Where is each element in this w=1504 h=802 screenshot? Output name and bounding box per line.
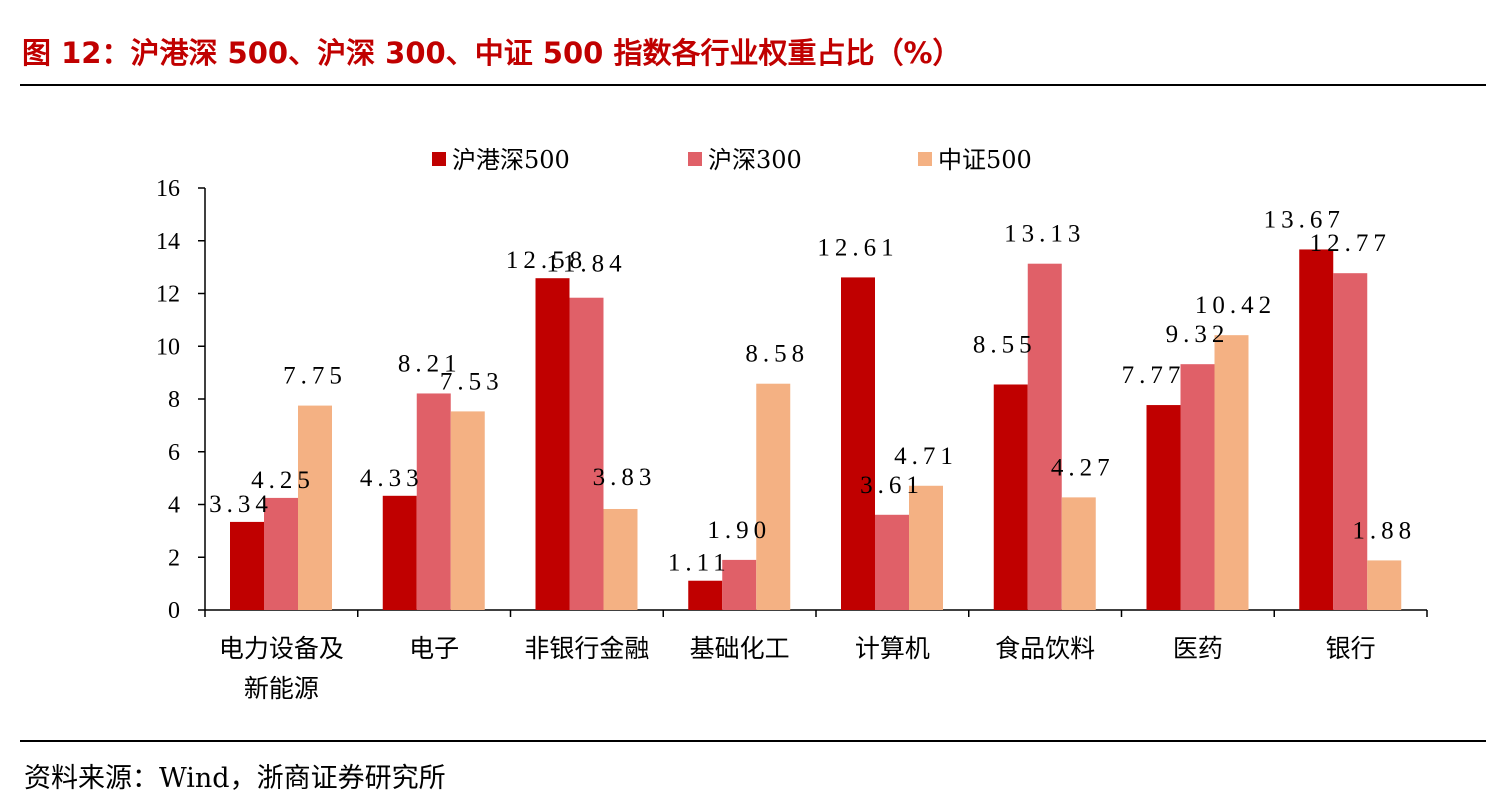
bar: [875, 514, 909, 610]
bar: [1367, 560, 1402, 610]
data-label: 4.25: [251, 467, 315, 494]
y-tick-label: 8: [168, 387, 180, 413]
chart-bars: [230, 249, 1402, 611]
category-label: 医药: [1173, 634, 1223, 663]
legend-swatch: [432, 152, 446, 166]
legend-label: 中证500: [938, 146, 1032, 174]
source-note: 资料来源：Wind，浙商证券研究所: [24, 763, 446, 794]
bar: [569, 297, 604, 610]
data-label: 3.61: [860, 472, 924, 499]
bar: [298, 405, 332, 610]
bar: [603, 508, 638, 610]
bar-chart: 沪港深500 沪深300 中证500 0 2 4 6 8 10 12 14 16 3.34 4.33 1…: [156, 146, 1428, 703]
data-label: 3.34: [209, 491, 273, 518]
data-label: 13.13: [1004, 221, 1085, 248]
category-label: 非银行金融: [524, 634, 649, 663]
y-tick-label: 2: [168, 545, 180, 571]
bar: [756, 383, 791, 610]
bar: [1333, 273, 1368, 610]
bar: [1027, 263, 1062, 610]
bar: [909, 485, 943, 610]
bar: [382, 495, 417, 610]
data-label: 8.21: [398, 350, 462, 377]
bar: [450, 411, 485, 610]
bar: [416, 393, 451, 610]
bar: [1061, 497, 1096, 610]
chart-legend: 沪港深500 沪深300 中证500: [432, 146, 1032, 174]
data-label: 4.33: [360, 465, 424, 492]
bar: [264, 497, 298, 610]
source-rule: [20, 740, 1486, 742]
y-tick-label: 16: [156, 176, 180, 202]
bar: [1214, 335, 1249, 610]
data-label: 7.53: [440, 368, 504, 395]
data-label: 11.84: [546, 251, 626, 278]
figure-title: 图 12：沪港深 500、沪深 300、中证 500 指数各行业权重占比（%）: [22, 36, 962, 70]
data-label: 7.75: [283, 363, 347, 390]
y-tick-label: 10: [156, 334, 180, 360]
data-label: 8.55: [973, 331, 1037, 358]
legend-label: 沪深300: [708, 146, 802, 174]
legend-swatch: [918, 152, 932, 166]
category-label: 电子: [409, 634, 459, 663]
category-label: 计算机: [855, 634, 930, 663]
bar: [722, 559, 757, 610]
chart-data-labels: 3.34 4.33 12.58 1.11 12.61 8.55 7.77 13.67 4.25 8…: [209, 206, 1416, 577]
category-label: 基础化工: [690, 634, 790, 663]
data-label: 1.88: [1352, 517, 1416, 544]
data-label: 4.27: [1051, 454, 1115, 481]
data-label: 4.71: [894, 443, 958, 470]
data-label: 12.61: [817, 234, 898, 261]
data-label: 7.77: [1122, 362, 1186, 389]
legend-swatch: [688, 152, 702, 166]
bar: [535, 278, 570, 610]
data-label: 12.77: [1310, 230, 1391, 257]
bar: [230, 521, 264, 610]
data-label: 13.67: [1264, 206, 1345, 233]
data-label: 1.11: [668, 550, 731, 577]
y-tick-label: 4: [168, 493, 180, 519]
category-label: 食品饮料: [995, 634, 1095, 663]
data-label: 10.42: [1195, 292, 1276, 319]
legend-label: 沪港深500: [452, 146, 570, 174]
category-label: 新能源: [244, 674, 319, 703]
data-label: 1.90: [707, 517, 771, 544]
bar: [1299, 249, 1334, 611]
bar: [1180, 364, 1215, 610]
bar: [841, 277, 875, 610]
bar: [1146, 405, 1181, 610]
data-label: 9.32: [1166, 321, 1230, 348]
bar: [688, 580, 723, 610]
y-tick-label: 14: [156, 229, 180, 255]
bar: [993, 384, 1028, 610]
category-label: 银行: [1326, 634, 1376, 663]
data-label: 3.83: [593, 464, 657, 491]
data-label: 8.58: [745, 341, 809, 368]
y-tick-label: 12: [156, 282, 180, 308]
y-tick-label: 6: [168, 440, 180, 466]
category-label: 电力设备及: [219, 634, 344, 663]
title-rule: [20, 84, 1486, 86]
y-tick-label: 0: [168, 598, 180, 624]
data-label: 12.58: [506, 247, 587, 274]
